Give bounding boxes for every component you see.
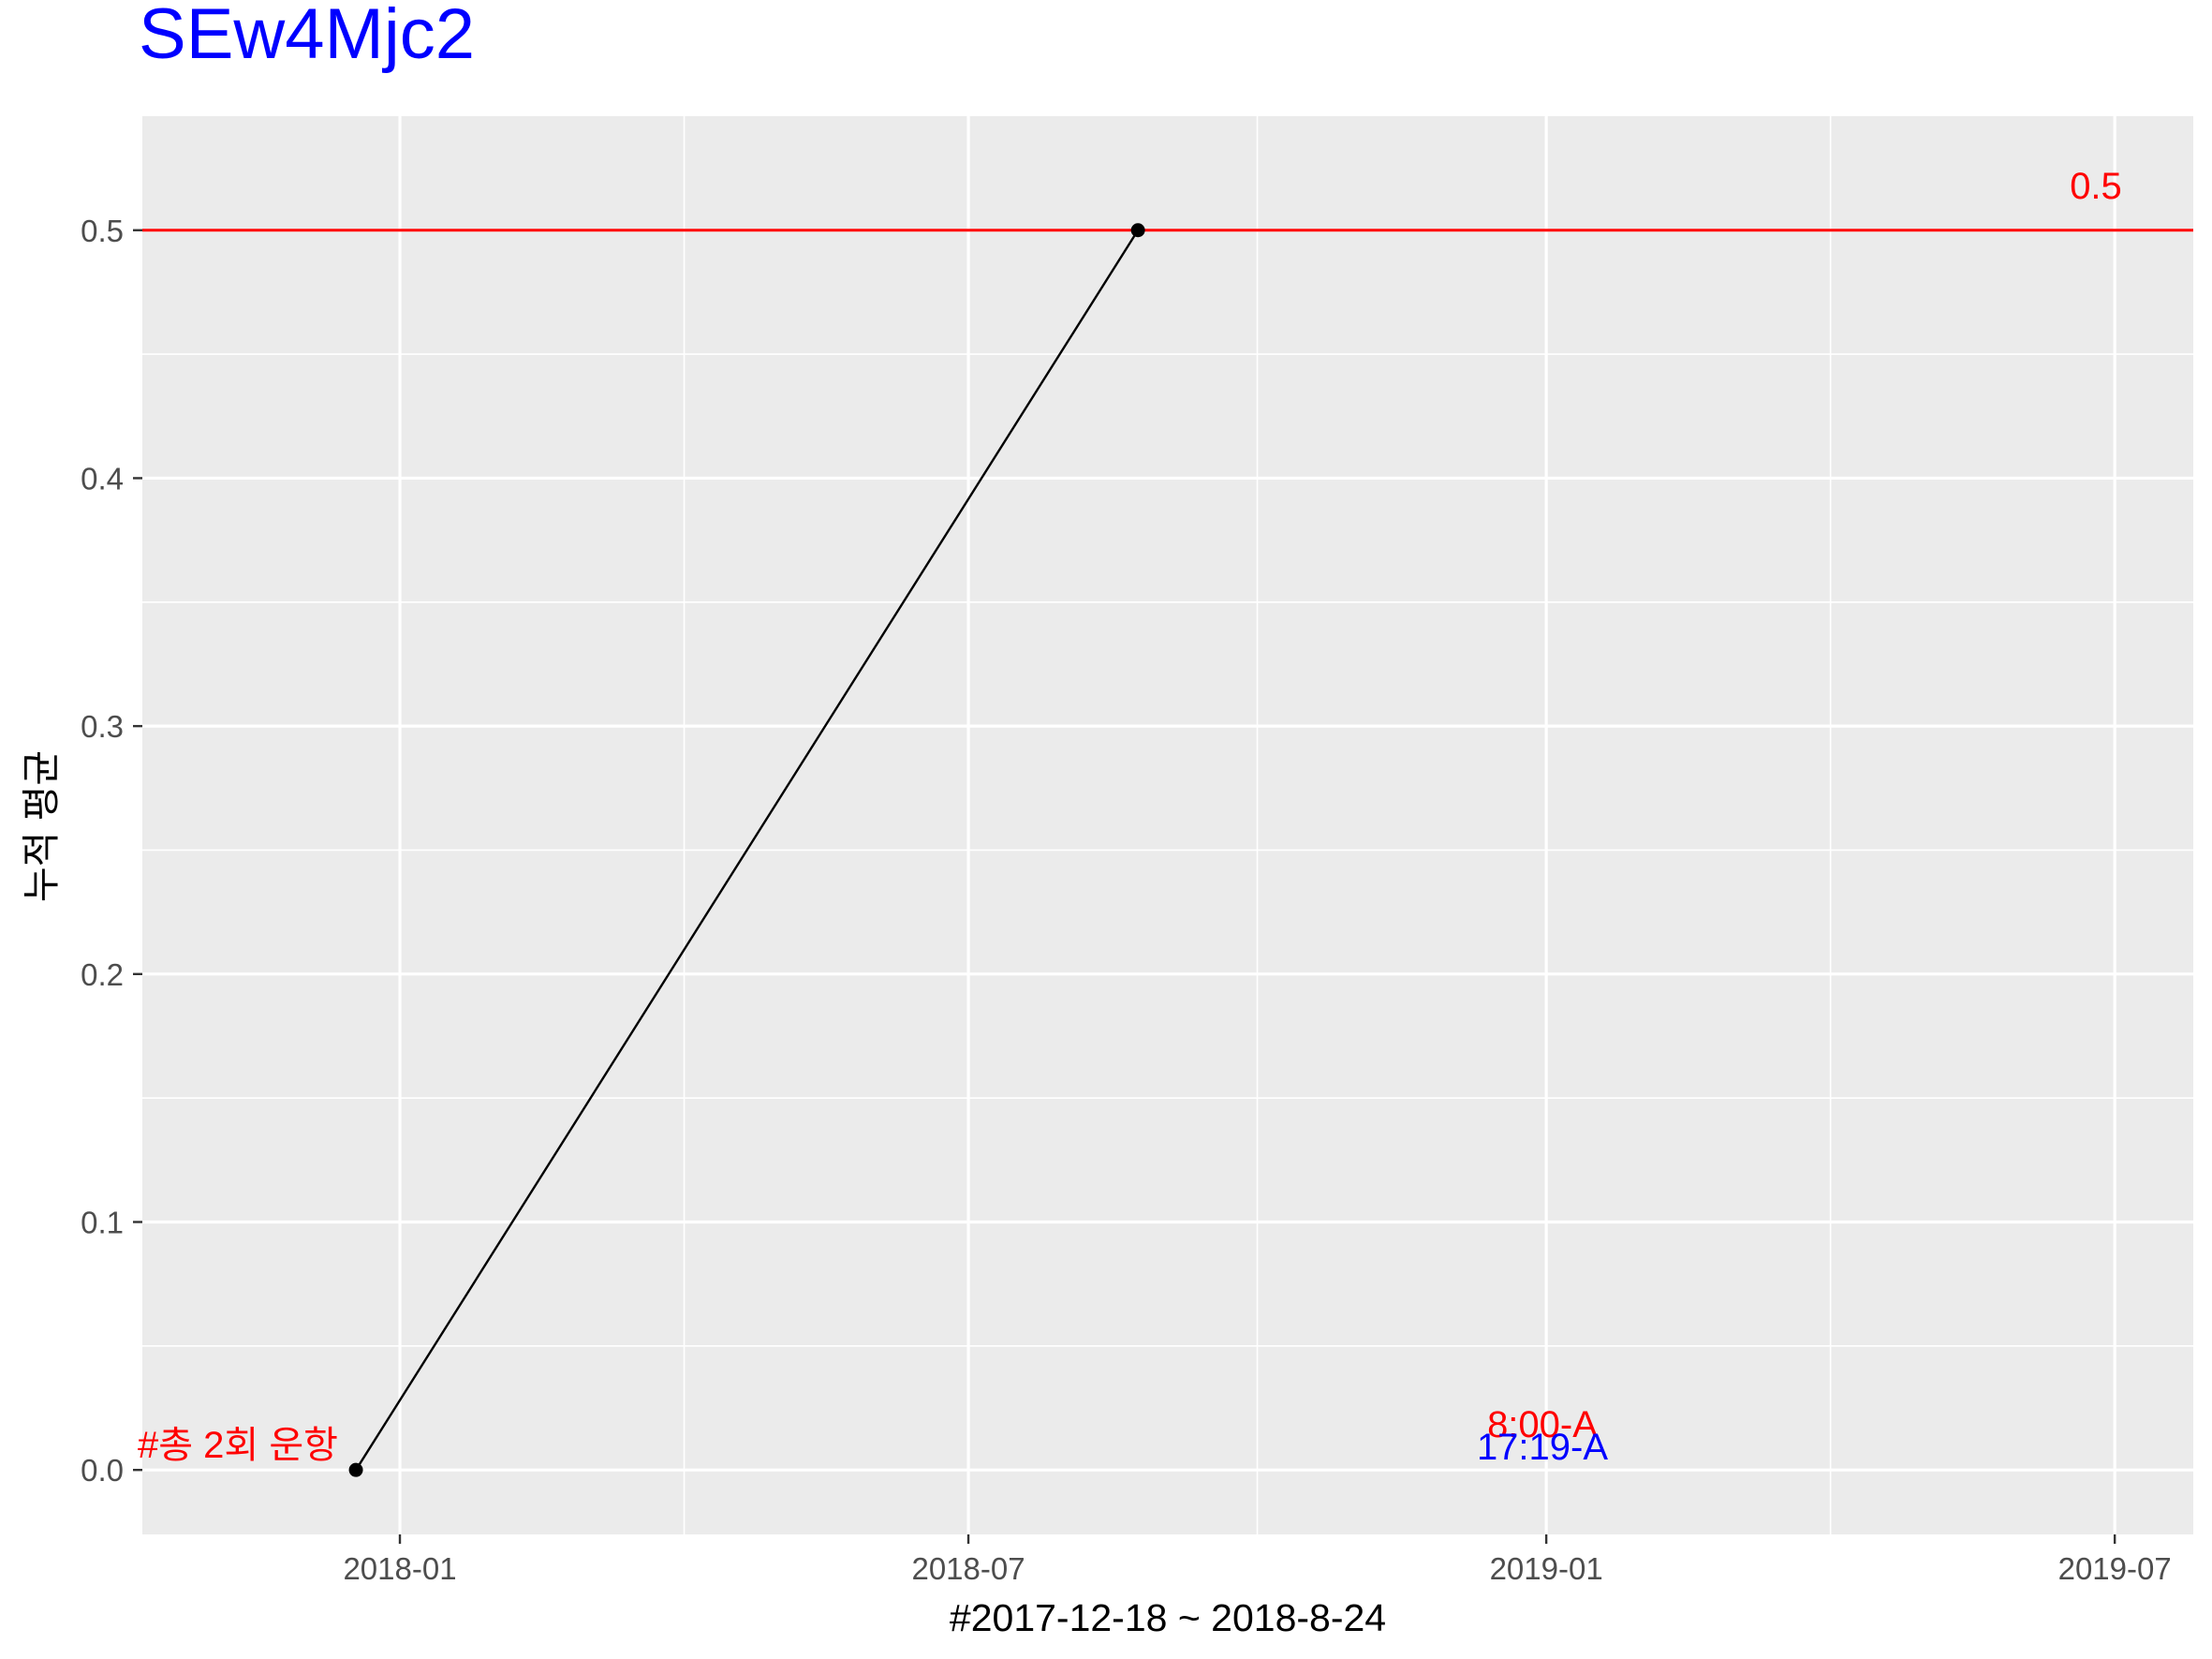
series-line (355, 230, 1140, 1471)
x-axis-ticks: 2018-01 2018-07 2019-01 2019-07 (343, 1534, 2172, 1586)
reference-line-label: 0.5 (2070, 166, 2122, 207)
annotation-layer: #총 2회 운항 8:00-A17:19-A (138, 1404, 1608, 1468)
reference-layer: 0.5 (142, 166, 2193, 232)
series-layer (348, 223, 1145, 1477)
data-point (1130, 223, 1145, 238)
annotation-label: #총 2회 운항 (138, 1425, 338, 1466)
x-axis-title: #2017-12-18 ~ 2018-8-24 (950, 1596, 1386, 1639)
plot-panel (142, 116, 2193, 1534)
annotation-label: 8:00-A (1487, 1404, 1598, 1445)
y-tick-label: 0.2 (81, 957, 124, 992)
y-tick-label: 0.3 (81, 709, 124, 744)
x-tick-label: 2018-07 (911, 1551, 1025, 1586)
y-tick-label: 0.4 (81, 461, 124, 496)
chart-title: SEw4Mjc2 (139, 0, 475, 74)
y-axis-title: 누적 평균 (20, 750, 63, 902)
x-tick-label: 2019-01 (1490, 1551, 1603, 1586)
y-axis-ticks: 0.0 0.1 0.2 0.3 0.4 0.5 (81, 214, 142, 1488)
x-tick-label: 2019-07 (2058, 1551, 2172, 1586)
y-tick-label: 0.1 (81, 1205, 124, 1239)
annotation-label: 17:19-A (1477, 1427, 1608, 1468)
y-tick-label: 0.0 (81, 1453, 124, 1488)
minor-grid (142, 116, 2193, 1534)
data-point (348, 1462, 363, 1477)
x-tick-label: 2018-01 (343, 1551, 456, 1586)
y-tick-label: 0.5 (81, 214, 124, 248)
